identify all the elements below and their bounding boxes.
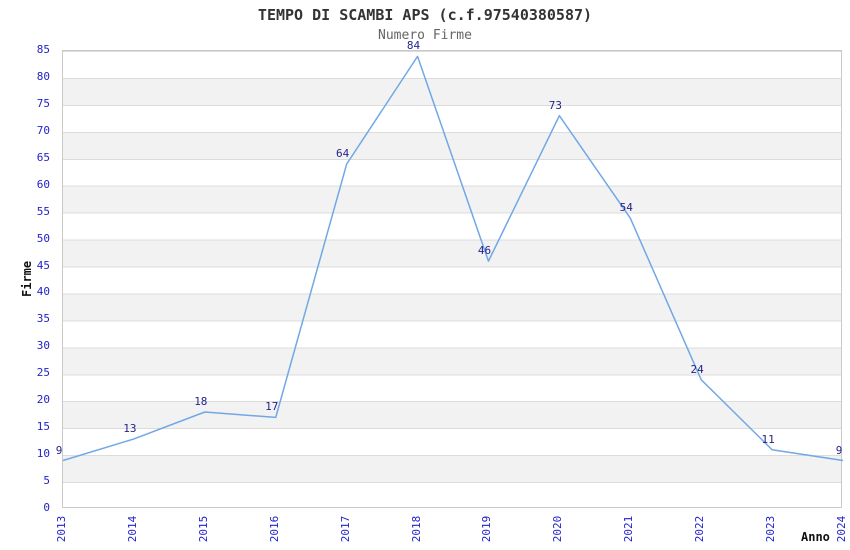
x-tick-label: 2015 [196, 515, 210, 543]
data-point-label: 9 [835, 443, 843, 457]
x-tick-label: 2024 [835, 515, 848, 543]
data-point-label: 64 [336, 147, 350, 161]
x-tick-label: 2014 [125, 515, 139, 543]
data-point-label: 13 [123, 421, 137, 435]
y-tick-label: 70 [36, 123, 50, 137]
plot-area [62, 50, 844, 508]
chart-title: TEMPO DI SCAMBI APS (c.f.97540380587) [257, 6, 593, 24]
data-point-label: 9 [55, 443, 63, 457]
data-point-label: 18 [194, 395, 208, 408]
x-tick-label: 2016 [267, 515, 281, 543]
x-tick-label: 2013 [55, 515, 68, 543]
y-tick-label: 10 [36, 447, 50, 461]
y-tick-label: 40 [36, 285, 50, 299]
data-point-label: 54 [619, 201, 633, 215]
data-point-label: 11 [761, 432, 775, 446]
data-point-label: 17 [265, 400, 279, 414]
y-tick-label: 60 [36, 177, 50, 191]
data-point-label: 73 [548, 98, 562, 112]
y-tick-label: 5 [43, 474, 50, 488]
chart-subtitle: Numero Firme [378, 28, 472, 43]
y-tick-label: 50 [36, 231, 50, 245]
line-series [62, 55, 844, 462]
y-tick-label: 45 [36, 258, 50, 272]
data-point-label: 24 [690, 362, 704, 376]
x-tick-label: 2017 [338, 515, 352, 543]
y-tick-label: 55 [36, 204, 50, 218]
y-tick-label: 80 [36, 69, 50, 83]
y-tick-label: 35 [36, 312, 50, 326]
y-tick-label: 30 [36, 339, 50, 353]
data-point-label: 46 [477, 244, 492, 258]
series-line [62, 55, 844, 462]
y-tick-label: 85 [36, 43, 50, 56]
data-point-label: 84 [406, 39, 421, 53]
x-tick-label: 2019 [480, 515, 494, 543]
y-tick-label: 0 [43, 501, 50, 514]
y-tick-label: 65 [36, 150, 50, 164]
y-tick-label: 25 [36, 366, 50, 380]
x-tick-label: 2020 [551, 515, 565, 543]
y-tick-label: 15 [36, 420, 50, 434]
y-tick-label: 20 [36, 393, 50, 407]
x-tick-label: 2018 [409, 515, 423, 543]
x-tick-label: 2022 [693, 515, 707, 543]
y-tick-label: 75 [36, 96, 50, 110]
x-tick-label: 2023 [764, 515, 778, 543]
x-axis-title: Anno [801, 530, 830, 544]
x-tick-label: 2021 [622, 515, 636, 543]
